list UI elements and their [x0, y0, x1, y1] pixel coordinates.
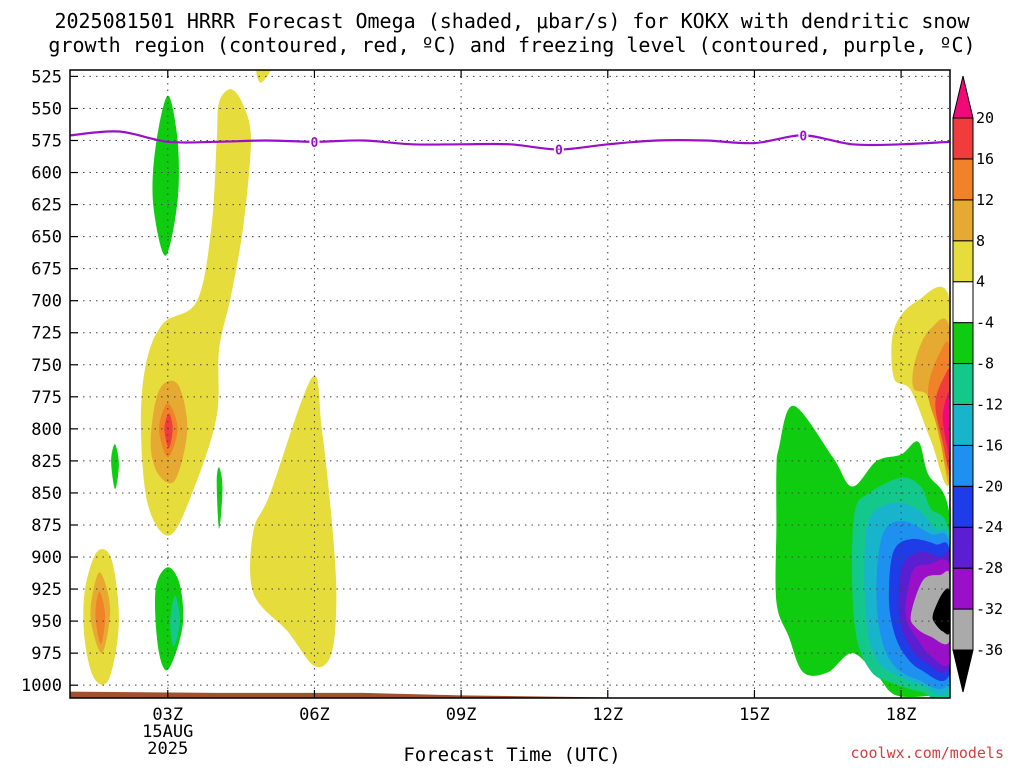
y-tick-label-675: 675 [31, 260, 62, 280]
y-tick-label-750: 750 [31, 356, 62, 376]
credit-text: coolwx.com/models [850, 744, 1004, 762]
y-tick-label-625: 625 [31, 196, 62, 216]
colorbar-label-11: 12 [976, 191, 994, 209]
x-tick-date-year: 2025 [147, 739, 188, 759]
y-tick-label-925: 925 [31, 580, 62, 600]
colorbar-box-11 [952, 158, 974, 201]
y-tick-label-600: 600 [31, 164, 62, 184]
colorbar-box-3 [952, 485, 974, 528]
colorbar-label-2: -28 [976, 559, 1003, 577]
colorbar-box-7 [952, 322, 974, 365]
freezing-level-contour: 0 0 0 [70, 128, 950, 158]
colorbar-label-12: 16 [976, 150, 994, 168]
y-tick-label-825: 825 [31, 452, 62, 472]
y-tick-label-1000: 1000 [21, 676, 62, 696]
freezing-label-0: 0 [311, 136, 319, 151]
colorbar-box-0 [952, 608, 974, 651]
x-tick-label-18: 18Z [886, 705, 917, 725]
omega-region-9 [95, 591, 106, 645]
colorbar-box-8 [952, 281, 974, 324]
y-tick-label-550: 550 [31, 99, 62, 119]
colorbar-label-9: 4 [976, 273, 985, 291]
x-tick-label-6: 06Z [299, 705, 330, 725]
x-tick-label-3: 03Z [152, 705, 183, 725]
ground-surface [70, 691, 950, 698]
omega-region-12 [935, 368, 950, 470]
x-tick-label-15: 15Z [739, 705, 770, 725]
x-tick-date-day: 15AUG [142, 722, 193, 742]
colorbar-arrow-high [952, 75, 974, 119]
ground-surface-fill [70, 691, 950, 698]
y-tick-label-775: 775 [31, 388, 62, 408]
omega-region-3 [250, 375, 337, 668]
colorbar-label-6: -12 [976, 395, 1003, 413]
colorbar-box-1 [952, 567, 974, 610]
y-tick-label-525: 525 [31, 67, 62, 87]
x-axis-label: Forecast Time (UTC) [403, 744, 621, 766]
x-tick-label-12: 12Z [592, 705, 623, 725]
colorbar-box-12 [952, 117, 974, 160]
x-tick-label-9: 09Z [446, 705, 477, 725]
y-tick-label-650: 650 [31, 228, 62, 248]
freezing-label-bg-0 [309, 134, 320, 149]
omega-region-13 [942, 391, 950, 459]
colorbar-box-10 [952, 199, 974, 242]
y-tick-label-700: 700 [31, 292, 62, 312]
omega-region-17 [154, 567, 184, 671]
y-tick-label-875: 875 [31, 516, 62, 536]
colorbar-label-7: -8 [976, 355, 994, 373]
colorbar-arrow-low [952, 649, 974, 693]
freezing-label-1: 0 [555, 143, 563, 158]
colorbar-box-6 [952, 363, 974, 405]
omega-shaded-regions [83, 70, 950, 698]
colorbar-label-10: 8 [976, 232, 985, 250]
omega-region-16 [216, 467, 223, 529]
y-tick-label-950: 950 [31, 612, 62, 632]
freezing-label-2: 0 [799, 129, 807, 144]
colorbar-label-0: -36 [976, 641, 1003, 659]
freezing-label-bg-1 [553, 142, 564, 157]
colorbar-box-5 [952, 403, 974, 446]
colorbar-label-3: -24 [976, 518, 1003, 536]
colorbar-label-5: -16 [976, 436, 1003, 454]
y-tick-label-850: 850 [31, 484, 62, 504]
y-tick-label-975: 975 [31, 644, 62, 664]
omega-region-1 [256, 70, 271, 83]
chart-title-line-1: 2025081501 HRRR Forecast Omega (shaded, … [54, 9, 970, 33]
colorbar-label-8: -4 [976, 314, 994, 332]
colorbar-box-2 [952, 526, 974, 569]
colorbar-label-1: -32 [976, 600, 1003, 618]
freezing-label-bg-2 [798, 128, 809, 143]
colorbar-box-9 [952, 240, 974, 283]
y-axis-ticks: 525 550 575 600 625 650 675 700 725 750 775 800 825 8… [21, 67, 78, 696]
colorbar-box-4 [952, 444, 974, 487]
colorbar-label-4: -20 [976, 477, 1003, 495]
chart-title-line-2: growth region (contoured, red, ºC) and f… [48, 33, 976, 57]
omega-region-14 [152, 95, 179, 256]
omega-region-27 [932, 588, 950, 635]
omega-region-15 [111, 444, 119, 490]
y-tick-label-800: 800 [31, 420, 62, 440]
y-tick-label-900: 900 [31, 548, 62, 568]
gridlines [70, 70, 950, 698]
y-tick-label-575: 575 [31, 131, 62, 151]
plot-frame [69, 69, 951, 699]
colorbar-label-13: 20 [976, 109, 994, 127]
colorbar-legend: -36 -32 -28 -24 -20 -16 -12 -8 -4 4 8 12 16 20 [952, 75, 1003, 693]
y-tick-label-725: 725 [31, 324, 62, 344]
omega-region-11 [164, 413, 173, 449]
